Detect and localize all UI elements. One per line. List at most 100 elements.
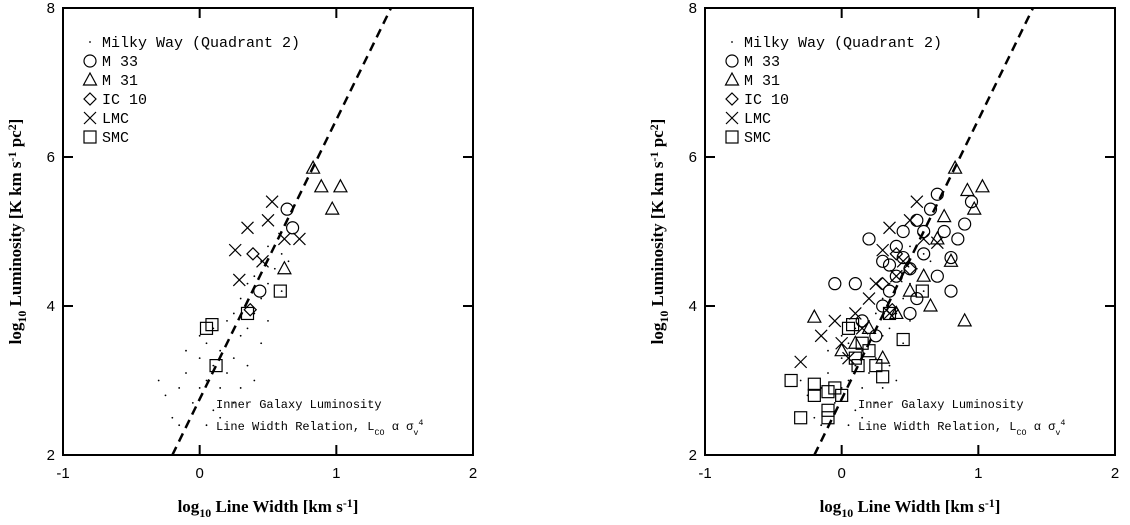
point	[324, 200, 340, 215]
point	[861, 320, 877, 334]
point	[171, 416, 174, 419]
point	[889, 239, 903, 253]
point	[246, 327, 249, 330]
point	[888, 364, 891, 367]
point	[922, 297, 939, 312]
x-tick-label: 0	[837, 465, 845, 482]
x-axis-label-part: -1	[985, 496, 995, 510]
annotation-part: Line Width Relation, L	[216, 420, 374, 434]
x-axis-label-part: ]	[353, 497, 359, 516]
point	[828, 381, 842, 395]
point	[888, 305, 904, 320]
legend-marker	[83, 111, 97, 125]
point	[944, 250, 958, 265]
point	[835, 336, 849, 350]
annotation-part: α σ	[385, 420, 415, 434]
legend-label: LMC	[102, 111, 129, 128]
annotation-part: CO	[374, 428, 384, 438]
point	[280, 202, 294, 216]
point	[219, 416, 222, 419]
legend-marker	[725, 130, 739, 144]
y-axis-label-part: log	[648, 322, 667, 344]
plot-frame	[704, 7, 1116, 456]
point	[855, 321, 869, 335]
annotation-part: α σ	[1027, 420, 1057, 434]
point	[917, 232, 931, 246]
x-tick-label: 2	[1111, 465, 1119, 482]
x-tick-label: 1	[974, 465, 982, 482]
point	[185, 372, 187, 374]
point	[205, 342, 208, 345]
point	[910, 213, 924, 227]
point	[974, 178, 990, 193]
point	[896, 332, 910, 347]
legend-marker	[725, 111, 739, 125]
point	[930, 187, 944, 201]
point	[957, 312, 973, 327]
y-axis-label-part: ]	[6, 119, 25, 125]
x-axis-label-part: -1	[343, 496, 353, 510]
point	[226, 320, 228, 322]
point	[246, 282, 249, 285]
fit-line	[171, 8, 393, 455]
point	[185, 349, 187, 352]
point	[855, 336, 869, 350]
annotation: Line Width Relation, LCO α σv4	[216, 418, 423, 438]
point	[937, 224, 951, 239]
point	[917, 224, 931, 239]
point	[883, 221, 896, 235]
point	[794, 411, 808, 425]
point	[198, 334, 201, 337]
point	[313, 178, 329, 193]
point	[909, 245, 911, 248]
point	[807, 377, 821, 391]
point	[889, 247, 904, 261]
point	[862, 344, 876, 358]
point	[219, 349, 222, 352]
point	[253, 379, 256, 382]
point	[813, 416, 816, 419]
fit-line	[813, 8, 1035, 455]
point	[896, 250, 910, 265]
point	[820, 424, 823, 427]
y-tick-label: 2	[47, 447, 55, 464]
point	[936, 208, 952, 223]
point	[799, 379, 802, 382]
point	[915, 284, 929, 298]
point	[851, 359, 865, 373]
point	[882, 258, 897, 272]
legend-label: M 33	[102, 54, 138, 71]
point	[874, 357, 877, 360]
point	[966, 200, 982, 215]
point	[930, 236, 944, 250]
x-axis-label-part: 10	[841, 506, 853, 520]
y-axis-label-part: Luminosity [K km s	[6, 161, 25, 311]
point	[228, 243, 242, 257]
point	[947, 159, 963, 174]
annotation: Inner Galaxy Luminosity	[216, 398, 382, 412]
point	[876, 254, 890, 268]
point	[910, 195, 924, 209]
point	[929, 230, 945, 245]
legend-label: Milky Way (Quadrant 2)	[102, 35, 300, 52]
point	[273, 267, 276, 270]
point	[855, 314, 869, 328]
y-axis-label-part: 10	[657, 311, 671, 323]
legend-label: M 31	[744, 73, 780, 90]
x-axis-label-part: Line Width [km s	[211, 497, 343, 516]
legend-label: LMC	[744, 111, 771, 128]
point	[874, 312, 877, 315]
point	[219, 387, 222, 389]
point	[212, 364, 215, 367]
legend-marker	[83, 130, 97, 144]
point	[239, 387, 242, 389]
point	[909, 320, 911, 322]
legend-label: Milky Way (Quadrant 2)	[744, 35, 942, 52]
point	[896, 254, 910, 268]
point	[903, 306, 917, 321]
point	[842, 351, 855, 365]
point	[903, 213, 917, 227]
point	[261, 213, 275, 227]
point	[922, 252, 925, 255]
